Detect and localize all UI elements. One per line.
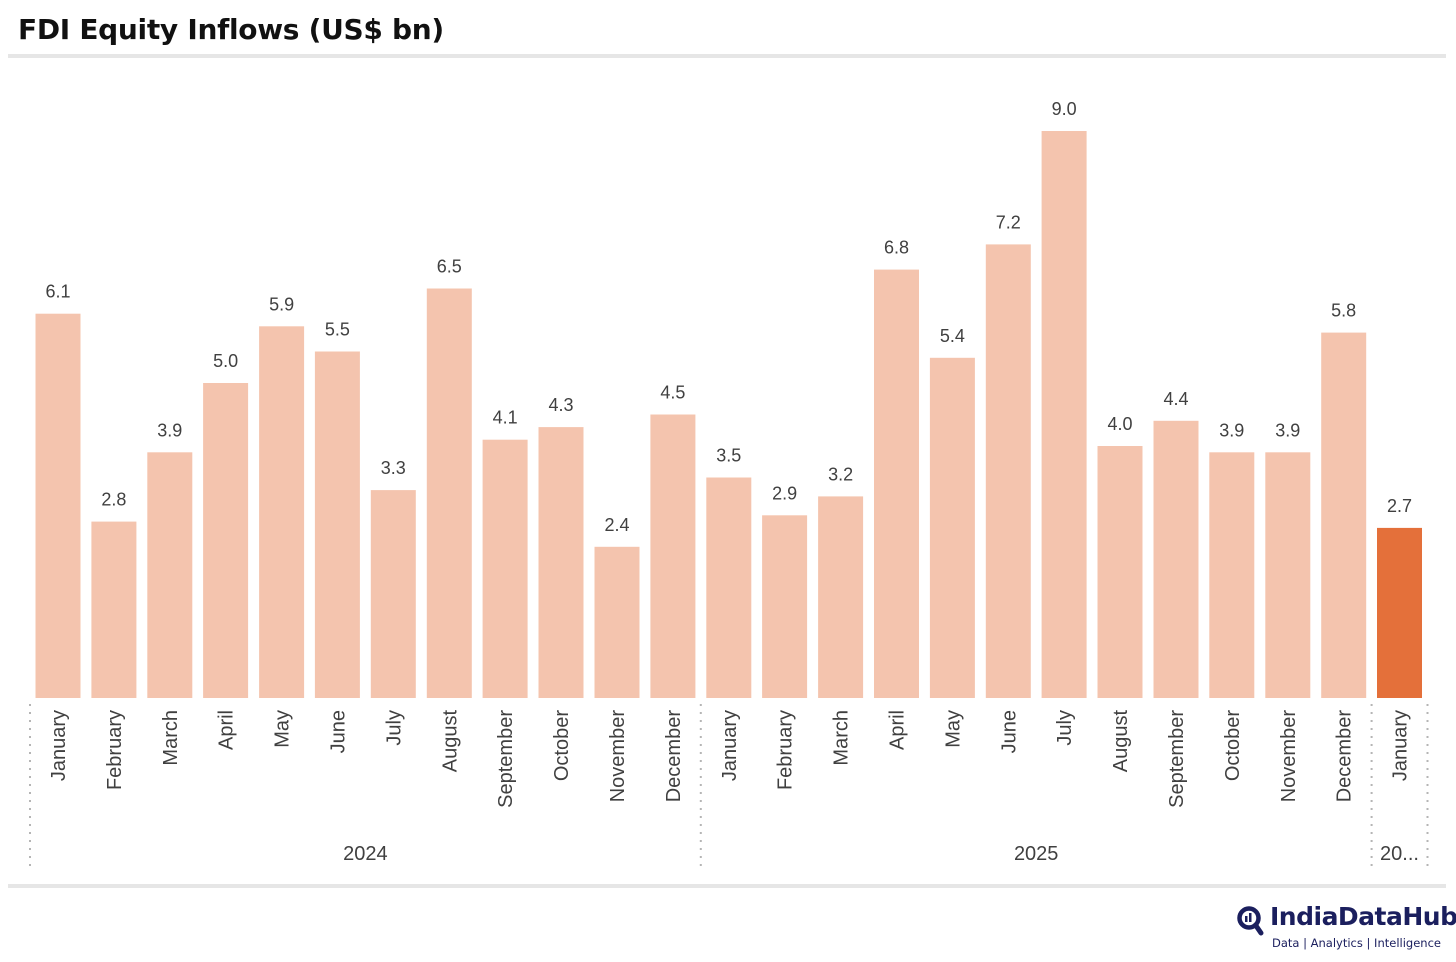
x-tick-label-11: November <box>607 710 629 803</box>
bar-1 <box>35 313 81 698</box>
bar-25 <box>1377 527 1422 698</box>
x-tick-label-20: August <box>1110 710 1132 773</box>
magnifier-logo-icon <box>1237 906 1264 936</box>
x-tick-label-1: January <box>48 710 70 781</box>
x-tick-label-23: November <box>1278 710 1300 803</box>
data-label-10: 4.3 <box>548 395 573 415</box>
x-tick-label-24: December <box>1334 710 1356 803</box>
x-tick-label-6: June <box>327 710 349 753</box>
bar-15 <box>818 496 864 698</box>
data-label-20: 4.0 <box>1107 414 1132 434</box>
bar-10 <box>538 427 584 698</box>
data-label-19: 9.0 <box>1052 99 1077 119</box>
x-tick-label-3: March <box>160 710 182 766</box>
data-label-18: 7.2 <box>996 212 1021 232</box>
bar-4 <box>203 383 249 698</box>
data-label-6: 5.5 <box>325 320 350 340</box>
year-group-label-2: 2025 <box>1014 843 1059 865</box>
chart-title: FDI Equity Inflows (US$ bn) <box>18 13 444 46</box>
data-label-2: 2.8 <box>101 490 126 510</box>
data-label-14: 2.9 <box>772 483 797 503</box>
bar-14 <box>762 515 808 698</box>
bar-16 <box>874 269 919 698</box>
data-label-8: 6.5 <box>437 257 462 277</box>
bar-9 <box>482 439 528 698</box>
bar-19 <box>1041 131 1087 698</box>
data-label-21: 4.4 <box>1163 389 1188 409</box>
bar-11 <box>594 546 640 698</box>
data-label-13: 3.5 <box>716 446 741 466</box>
bar-23 <box>1265 452 1311 698</box>
data-label-9: 4.1 <box>493 408 518 428</box>
data-label-7: 3.3 <box>381 458 406 478</box>
data-label-22: 3.9 <box>1219 420 1244 440</box>
data-label-16: 6.8 <box>884 238 909 258</box>
data-label-25: 2.7 <box>1387 496 1412 516</box>
x-tick-label-15: March <box>831 710 853 766</box>
title-divider <box>8 54 1446 58</box>
x-tick-label-16: April <box>887 710 909 750</box>
bar-18 <box>985 244 1031 698</box>
bar-21 <box>1153 420 1199 698</box>
bar-17 <box>929 357 975 698</box>
x-tick-label-9: September <box>495 710 517 808</box>
bar-13 <box>706 477 752 698</box>
x-tick-label-2: February <box>104 710 126 790</box>
x-tick-label-7: July <box>383 710 405 746</box>
x-tick-label-22: October <box>1222 710 1244 781</box>
x-tick-label-12: December <box>663 710 685 803</box>
brand-name: IndiaDataHub <box>1270 902 1456 931</box>
brand-logo: IndiaDataHub Data | Analytics | Intellig… <box>1236 902 1456 956</box>
x-tick-label-13: January <box>719 710 741 781</box>
x-tick-label-10: October <box>551 710 573 781</box>
bar-24 <box>1321 332 1367 698</box>
year-group-label-3: 20... <box>1380 843 1419 865</box>
x-tick-label-21: September <box>1166 710 1188 808</box>
bar-22 <box>1209 452 1255 698</box>
x-tick-label-14: February <box>775 710 797 790</box>
data-label-4: 5.0 <box>213 351 238 371</box>
data-label-5: 5.9 <box>269 294 294 314</box>
x-tick-label-5: May <box>272 710 294 748</box>
bar-12 <box>650 414 696 698</box>
bar-2 <box>91 521 137 698</box>
brand-tagline: Data | Analytics | Intelligence <box>1272 936 1441 950</box>
bar-3 <box>147 452 193 698</box>
bar-20 <box>1097 446 1143 698</box>
bar-7 <box>370 490 416 698</box>
data-label-17: 5.4 <box>940 326 965 346</box>
data-label-12: 4.5 <box>660 383 685 403</box>
bar-8 <box>426 288 472 698</box>
x-tick-label-25: January <box>1390 710 1412 781</box>
x-tick-label-18: June <box>998 710 1020 753</box>
bar-6 <box>314 351 360 698</box>
data-label-11: 2.4 <box>604 515 629 535</box>
bar-chart: 6.1 January 2.8 February 3.9 March 5.0 April 5.9… <box>29 99 1429 872</box>
year-group-label-1: 2024 <box>343 843 388 865</box>
data-label-15: 3.2 <box>828 464 853 484</box>
bar-5 <box>259 326 305 698</box>
data-label-24: 5.8 <box>1331 301 1356 321</box>
data-label-23: 3.9 <box>1275 420 1300 440</box>
data-label-3: 3.9 <box>157 420 182 440</box>
x-tick-label-19: July <box>1054 710 1076 746</box>
x-tick-label-8: August <box>439 710 461 773</box>
data-label-1: 6.1 <box>45 282 70 302</box>
footer-divider <box>8 884 1446 888</box>
x-tick-label-4: April <box>216 710 238 750</box>
x-tick-label-17: May <box>942 710 964 748</box>
